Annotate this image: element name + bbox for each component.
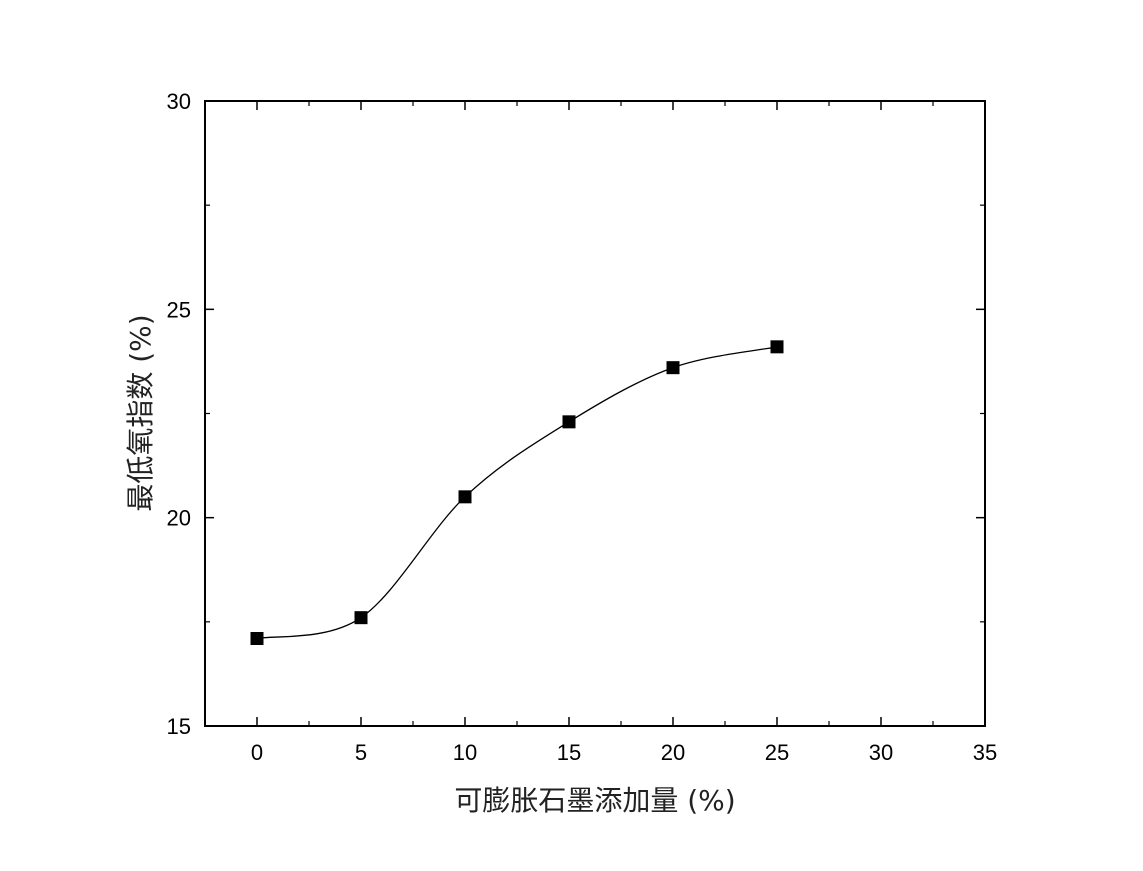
y-tick-label: 15 (167, 714, 191, 739)
y-tick-label: 20 (167, 506, 191, 531)
data-point (250, 632, 264, 645)
x-tick-label: 15 (557, 740, 581, 765)
y-axis-ticks: 15 20 25 30 (167, 89, 985, 739)
x-tick-label: 10 (453, 740, 477, 765)
data-point (666, 361, 680, 375)
x-tick-label: 25 (765, 740, 789, 765)
x-axis-title: 可膨胀石墨添加量 (%) (454, 784, 735, 817)
data-points (250, 340, 784, 645)
data-point (354, 611, 368, 625)
x-axis-ticks: 0 5 10 15 20 25 30 35 (204, 101, 997, 765)
y-tick-label: 30 (167, 89, 191, 114)
x-tick-label: 5 (355, 740, 367, 765)
x-tick-label: 20 (661, 740, 685, 765)
y-axis-title: 最低氧指数 (%) (124, 314, 157, 511)
data-point (458, 490, 472, 504)
y-tick-label: 25 (167, 297, 191, 322)
data-point (562, 415, 576, 429)
x-tick-label: 30 (869, 740, 893, 765)
x-tick-label: 35 (973, 740, 997, 765)
data-point (770, 340, 784, 354)
x-tick-label: 0 (251, 740, 263, 765)
series-line (256, 346, 778, 640)
